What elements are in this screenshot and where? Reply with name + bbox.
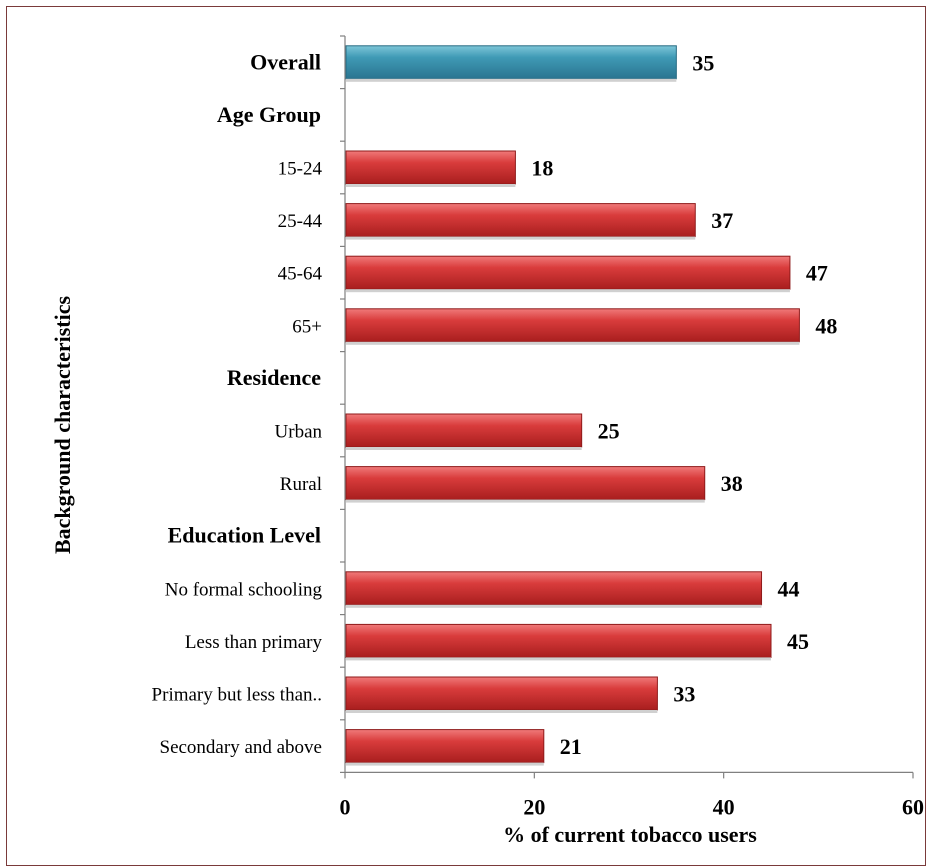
category-label-age-group: Age Group	[217, 102, 321, 127]
category-label-rural: Rural	[280, 474, 322, 495]
category-label-urban: Urban	[275, 422, 323, 443]
axis-layer	[340, 35, 914, 779]
bar-15-24	[345, 150, 516, 185]
bar-shadow-primary-but-less-than	[346, 710, 658, 713]
value-label-rural: 38	[721, 471, 743, 496]
category-label-less-than-primary: Less than primary	[185, 632, 323, 653]
bar-shadow-overall	[346, 78, 677, 82]
x-tick-label-20: 20	[523, 794, 545, 819]
value-label-65: 48	[815, 313, 837, 338]
value-label-urban: 25	[598, 419, 620, 444]
bar-primary-but-less-than	[345, 676, 658, 711]
bars-layer	[345, 45, 800, 766]
bar-shadow-15-24	[346, 184, 516, 187]
value-label-less-than-primary: 45	[787, 629, 809, 654]
bar-45-64	[345, 255, 791, 290]
category-label-overall: Overall	[250, 49, 321, 74]
category-label-residence: Residence	[227, 365, 321, 390]
bar-shadow-65	[346, 341, 800, 345]
bar-25-44	[345, 203, 696, 238]
category-label-65: 65+	[292, 316, 322, 337]
category-label-no-formal-schooling: No formal schooling	[165, 579, 323, 600]
bar-65	[345, 308, 800, 343]
value-label-secondary-and-above: 21	[560, 734, 582, 759]
bar-secondary-and-above	[345, 729, 545, 764]
bar-no-formal-schooling	[345, 571, 763, 606]
bar-shadow-secondary-and-above	[346, 762, 544, 766]
labels-layer: Overall 35 Age Group 15-24 18 25-44 37 45-64 47 6…	[152, 49, 924, 819]
bar-urban	[345, 413, 583, 448]
x-tick-label-0: 0	[340, 794, 351, 819]
category-label-education-level: Education Level	[168, 523, 321, 548]
value-label-45-64: 47	[806, 261, 828, 286]
bar-shadow-25-44	[346, 236, 696, 240]
category-label-25-44: 25-44	[278, 211, 323, 232]
category-label-15-24: 15-24	[278, 159, 323, 180]
bar-overall	[345, 45, 677, 80]
value-label-15-24: 18	[531, 156, 553, 181]
category-label-primary-but-less-than: Primary but less than..	[152, 685, 322, 706]
value-label-no-formal-schooling: 44	[778, 576, 800, 601]
x-tick-label-60: 60	[902, 794, 924, 819]
y-axis-title: Background characteristics	[50, 296, 75, 555]
x-tick-label-40: 40	[713, 794, 735, 819]
x-axis-title: % of current tobacco users	[503, 822, 757, 847]
value-label-primary-but-less-than: 33	[673, 682, 695, 707]
bar-less-than-primary	[345, 623, 772, 658]
bar-shadow-less-than-primary	[346, 657, 771, 661]
category-label-45-64: 45-64	[278, 264, 323, 285]
value-label-25-44: 37	[711, 208, 733, 233]
bar-shadow-no-formal-schooling	[346, 604, 762, 608]
bar-rural	[345, 466, 706, 501]
bar-shadow-rural	[346, 499, 705, 503]
bar-shadow-45-64	[346, 289, 790, 293]
value-label-overall: 35	[692, 50, 714, 75]
category-label-secondary-and-above: Secondary and above	[160, 737, 323, 758]
bar-shadow-urban	[346, 447, 582, 450]
